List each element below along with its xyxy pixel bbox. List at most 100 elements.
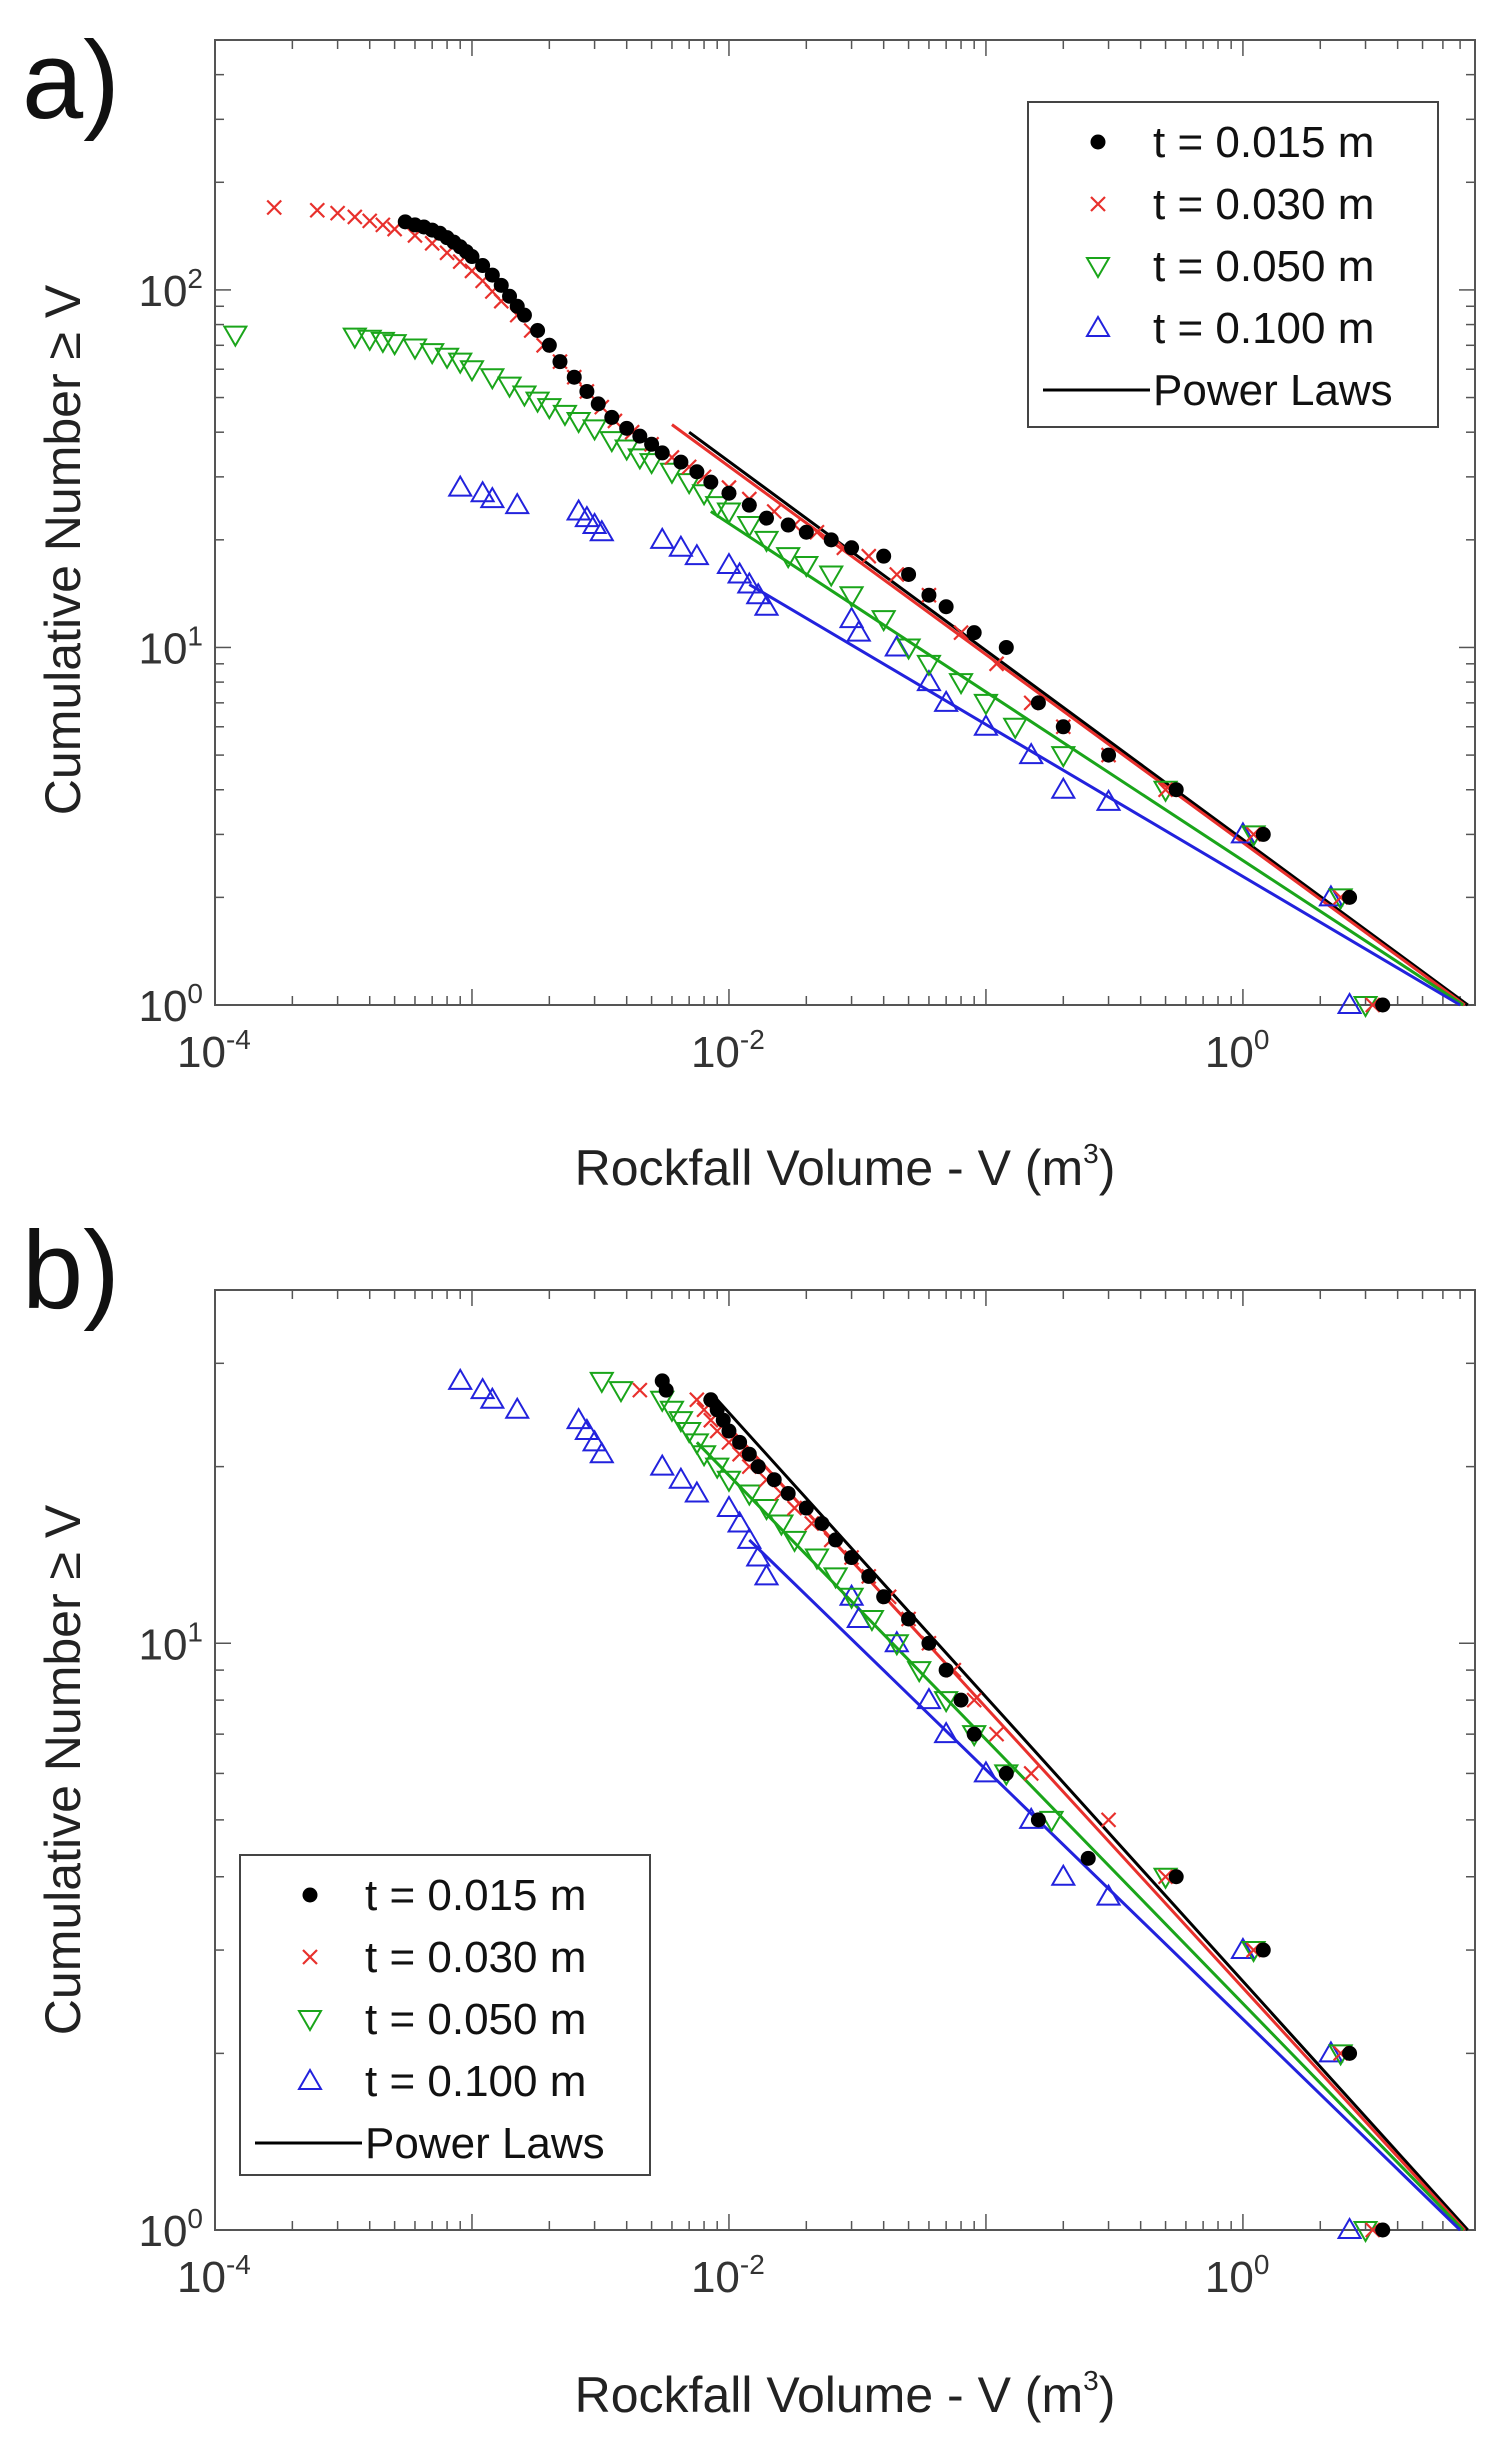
data-point [668, 1466, 694, 1489]
data-point [793, 556, 820, 579]
data-point [504, 492, 530, 515]
data-point [859, 1609, 885, 1632]
legend-entry: t = 0.030 m [1090, 180, 1374, 229]
data-point [464, 249, 480, 265]
data-point [676, 473, 702, 496]
data-point [901, 1611, 917, 1627]
power-law-fit-line [710, 510, 1465, 1007]
data-point [1318, 884, 1344, 907]
legend-box [1027, 101, 1439, 428]
svg-text:Power Laws: Power Laws [365, 2119, 605, 2168]
data-point [632, 1382, 648, 1398]
data-point [530, 322, 546, 338]
y-axis-label-a: Cumulative Number ≥ V [35, 284, 91, 815]
y-tick-label: 100 [138, 978, 203, 1031]
power-law-fit-line [695, 1441, 1465, 2232]
data-point [780, 517, 796, 533]
data-point [838, 1583, 865, 1606]
data-point [1050, 1863, 1077, 1886]
data-point [484, 267, 500, 283]
data-point [511, 385, 538, 408]
data-point [1168, 782, 1184, 798]
data-point [966, 1726, 982, 1742]
data-point [1255, 826, 1271, 842]
data-point [716, 1495, 742, 1518]
data-point [798, 524, 814, 540]
data-point [901, 566, 917, 582]
x-tick-label: 100 [1205, 1024, 1270, 1077]
data-point [604, 409, 620, 425]
legend-box [239, 1854, 651, 2176]
data-point [684, 1480, 710, 1503]
legend-marker [1090, 134, 1106, 150]
data-point [988, 656, 1005, 672]
legend-b: t = 0.015 m t = 0.030 m t = 0.050 m t = … [239, 1854, 651, 2176]
data-point [649, 1453, 675, 1476]
legend-marker [1085, 257, 1111, 279]
data-point [988, 1726, 1005, 1742]
svg-text:t = 0.015 m: t = 0.015 m [365, 1871, 586, 1920]
data-point [745, 582, 771, 605]
data-point [814, 1515, 830, 1531]
data-point [726, 1510, 753, 1533]
data-point [1157, 781, 1174, 798]
data-point [1055, 719, 1071, 735]
data-point [876, 548, 892, 564]
svg-text:t = 0.030 m: t = 0.030 m [1153, 180, 1374, 229]
power-law-fit-line [671, 423, 1466, 1007]
data-point [1002, 717, 1028, 740]
y-tick-label: 102 [138, 263, 203, 316]
data-point [759, 510, 775, 526]
data-point [1336, 2217, 1363, 2239]
data-point [809, 524, 825, 541]
data-point [823, 532, 839, 548]
data-point [479, 486, 506, 509]
y-tick-labels-b: 100 101 [138, 1616, 203, 2256]
data-point [689, 464, 705, 480]
data-point [721, 1423, 737, 1439]
data-point [627, 448, 653, 471]
svg-text:t = 0.015 m: t = 0.015 m [1153, 118, 1374, 167]
data-point [973, 693, 999, 716]
data-point [589, 519, 615, 542]
data-point [479, 1386, 506, 1409]
data-point [541, 337, 557, 353]
data-point [684, 1433, 710, 1456]
data-point [1318, 2040, 1344, 2063]
data-point [516, 307, 532, 323]
data-point [1080, 1850, 1096, 1866]
data-point [375, 217, 391, 233]
data-point [1095, 1883, 1122, 1906]
data-point [347, 209, 363, 225]
data-point [1375, 997, 1391, 1013]
data-point [524, 391, 551, 414]
data-point [860, 548, 877, 564]
y-tick-labels-a: 100 101 102 [138, 263, 203, 1031]
data-point [459, 360, 485, 383]
data-point [736, 571, 763, 594]
legend-marker [297, 2068, 323, 2090]
data-point [1157, 1868, 1174, 1885]
data-point [309, 202, 326, 219]
x-tick-label: 100 [1205, 2249, 1270, 2302]
y-tick-label: 100 [138, 2203, 203, 2256]
data-point [884, 1630, 910, 1653]
data-point [565, 1407, 592, 1430]
data-point [1230, 1937, 1256, 1960]
data-point [1255, 1942, 1271, 1958]
data-point [1336, 992, 1363, 1014]
data-point [222, 325, 249, 348]
svg-text:t = 0.050 m: t = 0.050 m [1153, 242, 1374, 291]
data-point [732, 1434, 748, 1450]
data-point [998, 639, 1014, 655]
x-tick-label: 10-2 [691, 2249, 765, 2302]
data-point [916, 654, 942, 677]
data-point [1038, 1810, 1065, 1833]
data-point [381, 334, 408, 357]
data-point [716, 552, 742, 575]
data-point [741, 1446, 757, 1462]
data-point [933, 1691, 959, 1714]
panel-a: a) 10-4 10-2 100 100 101 102 Rockfall Vo… [22, 19, 1476, 1196]
data-point [574, 1418, 600, 1441]
